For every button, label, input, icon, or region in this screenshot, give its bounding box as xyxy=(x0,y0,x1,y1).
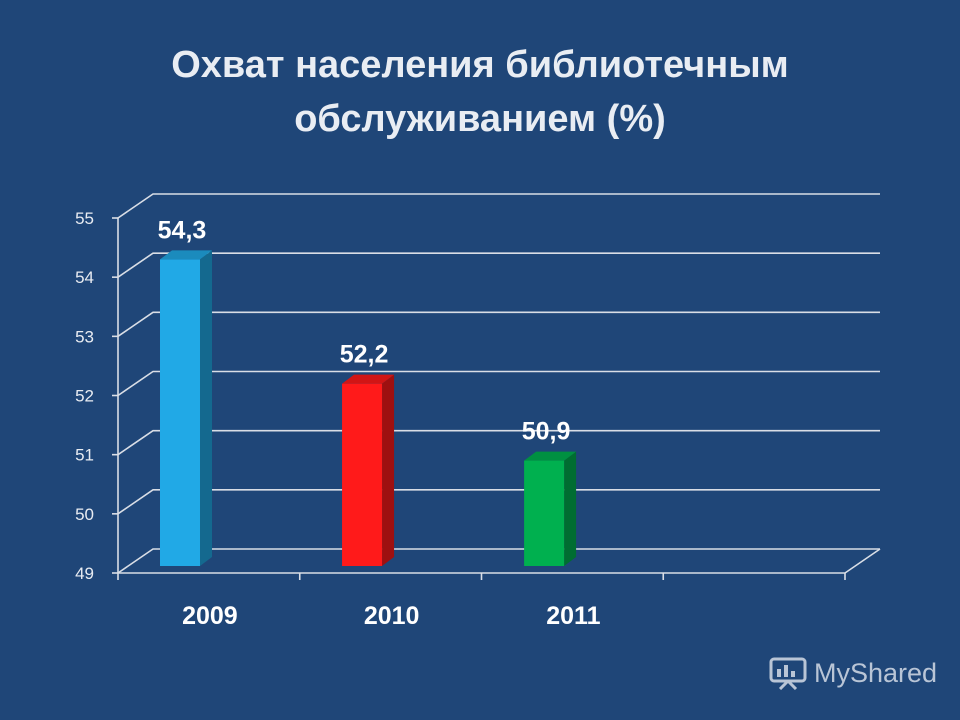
bar-front xyxy=(160,259,200,566)
y-tick-label: 49 xyxy=(75,564,94,583)
y-tick-label: 50 xyxy=(75,505,94,524)
gridline xyxy=(117,429,880,456)
axes: 49 50 51 52 53 54 55 xyxy=(75,209,881,583)
x-tick-label: 2011 xyxy=(546,602,600,630)
watermark-text: MyShared xyxy=(814,657,938,688)
bar-top xyxy=(524,451,577,461)
chart-title: Охват населения библиотечным обслуживани… xyxy=(0,38,960,146)
bar-front xyxy=(342,383,383,566)
bar-2011 xyxy=(524,451,577,566)
floor-edge xyxy=(118,548,881,574)
watermark: MyShared xyxy=(768,656,937,690)
gridline xyxy=(117,252,880,278)
y-tick-label: 53 xyxy=(75,327,94,346)
chart-title-line-2: обслуживанием (%) xyxy=(294,98,666,140)
y-tick-label: 55 xyxy=(75,209,94,228)
chart-title-line-1: Охват населения библиотечным xyxy=(171,44,789,86)
bar-side xyxy=(564,451,577,566)
gridline xyxy=(117,370,880,397)
y-tick-label: 52 xyxy=(75,387,94,406)
gridline xyxy=(117,311,880,337)
presentation-board-icon xyxy=(769,657,807,690)
gridline xyxy=(117,489,880,515)
bar-front xyxy=(524,460,565,566)
bar-top xyxy=(160,250,212,260)
bar-side xyxy=(382,374,395,566)
grid-lines xyxy=(117,193,880,574)
labels: 54,3 2009 52,2 2010 50,9 2011 xyxy=(158,216,601,630)
gridline xyxy=(117,548,880,574)
x-tick-label: 2009 xyxy=(182,602,238,630)
y-tick-label: 51 xyxy=(75,446,94,465)
bar-2009 xyxy=(160,250,212,566)
x-tick-label: 2010 xyxy=(364,602,420,630)
data-label: 54,3 xyxy=(158,216,207,244)
y-tick-label: 54 xyxy=(75,268,94,287)
bars xyxy=(160,250,577,566)
data-label: 52,2 xyxy=(340,341,389,369)
bar-side xyxy=(200,250,212,566)
gridline xyxy=(117,193,880,219)
bar-2010 xyxy=(342,374,395,566)
data-label: 50,9 xyxy=(522,418,571,446)
bar-top xyxy=(342,374,395,384)
